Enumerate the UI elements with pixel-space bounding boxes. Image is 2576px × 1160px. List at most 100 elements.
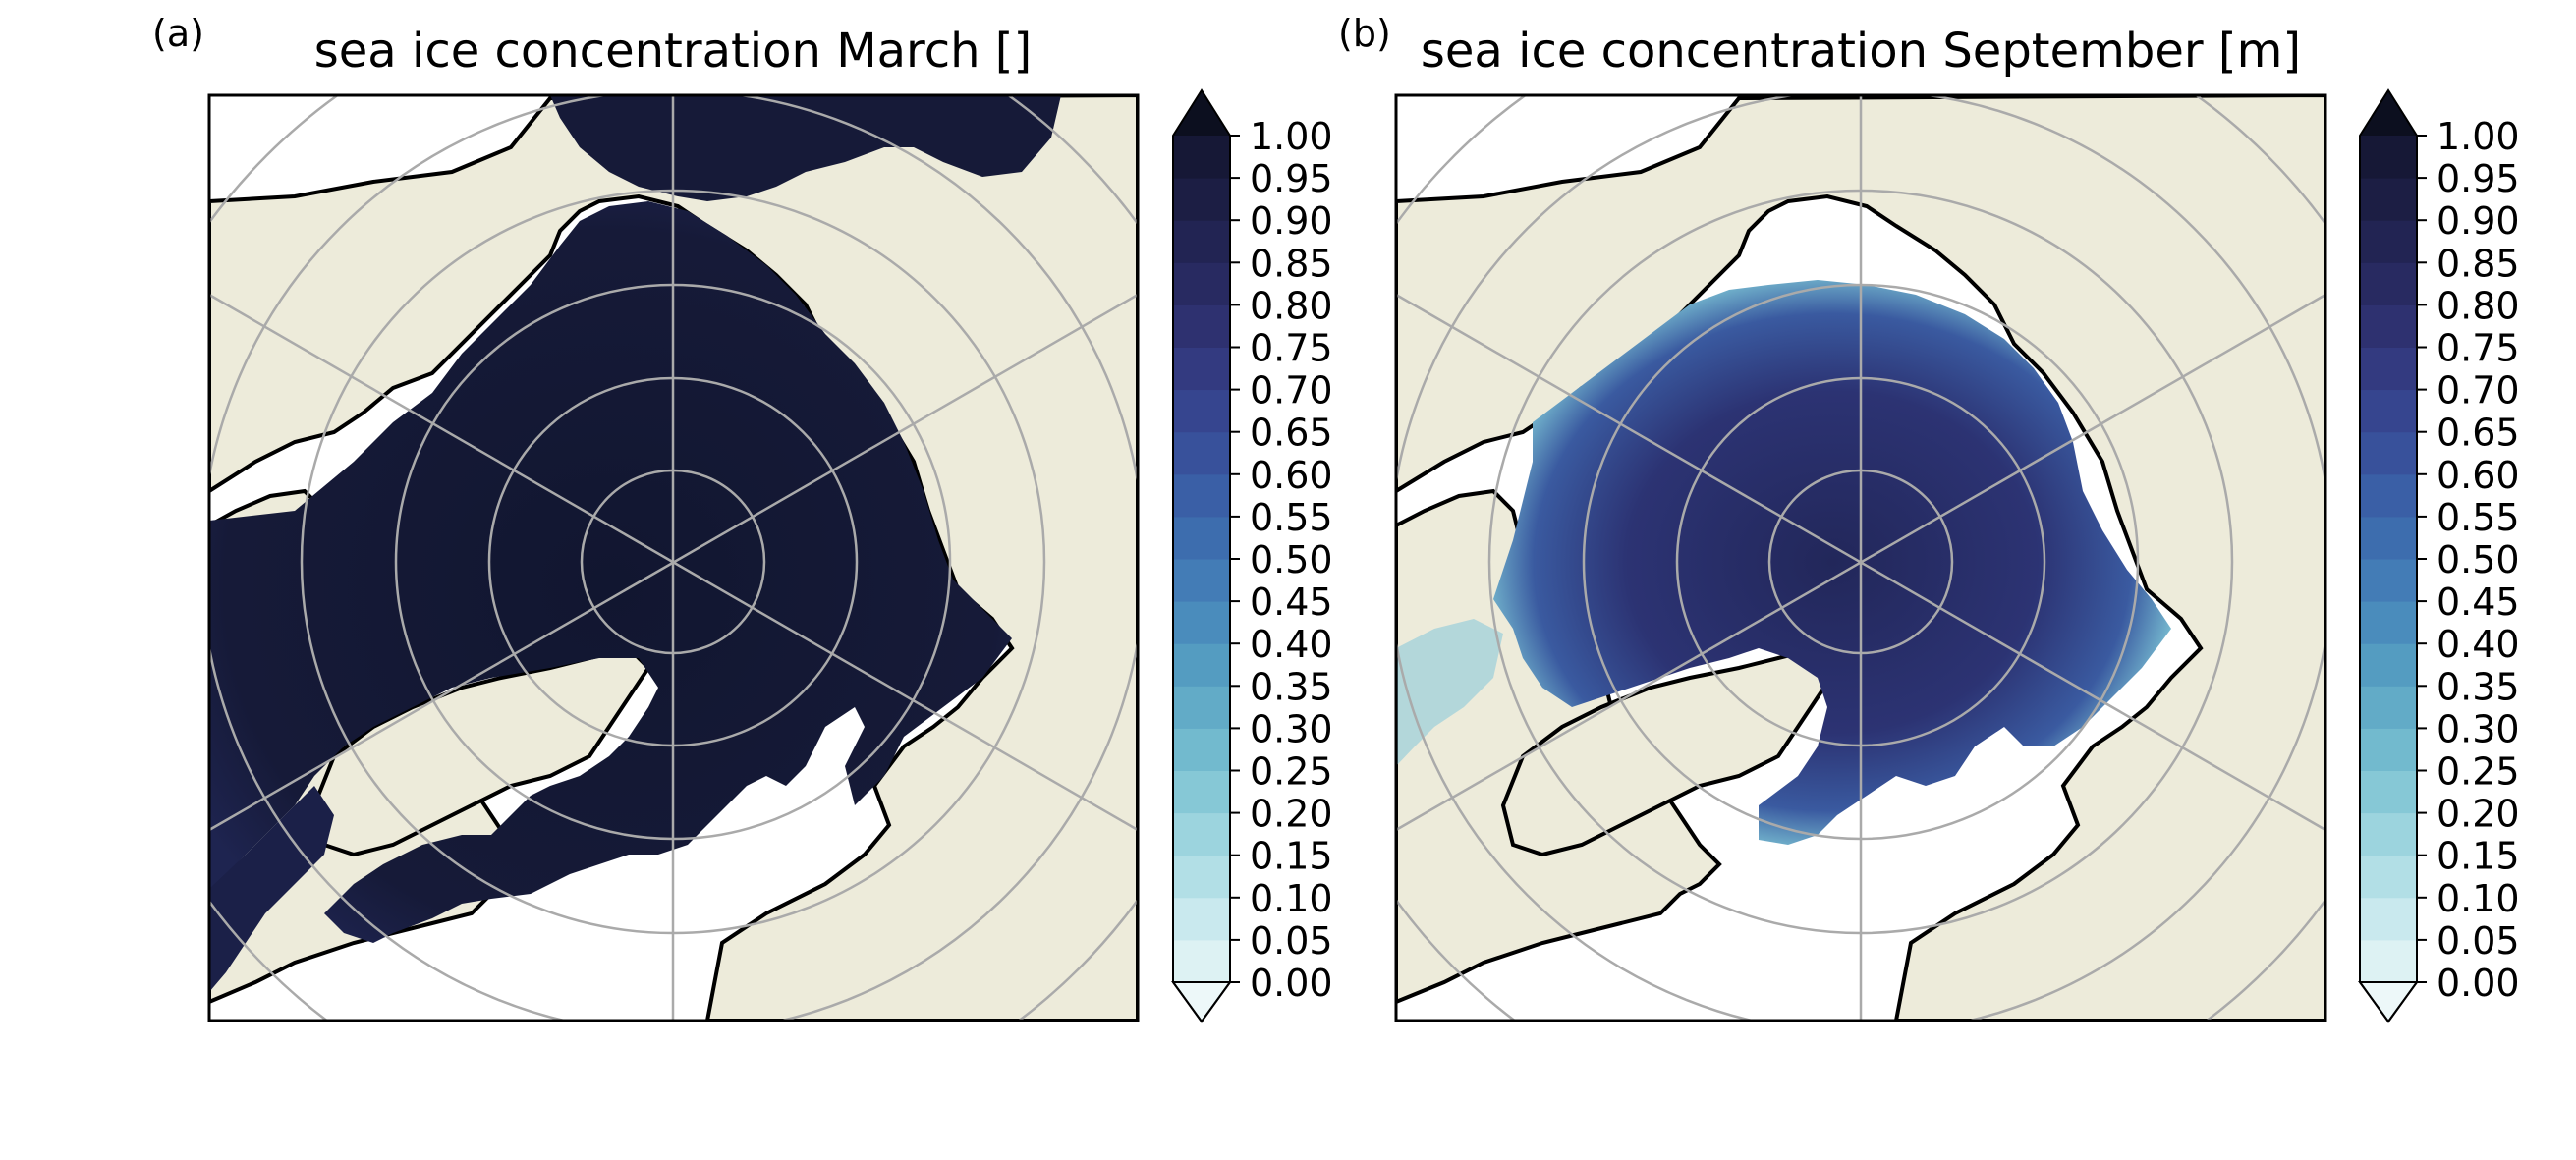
colorbar-tick-label: 0.35 — [1250, 665, 1333, 708]
colorbar-tick-label: 0.15 — [2436, 835, 2520, 878]
colorbar-tick-label: 0.35 — [2436, 665, 2520, 708]
colorbar-bin — [1173, 389, 1230, 433]
colorbar-bin — [1173, 347, 1230, 391]
colorbar-bin — [2360, 728, 2417, 771]
colorbar-tick-label: 0.60 — [2436, 454, 2520, 497]
colorbar-tick-label: 1.00 — [2436, 115, 2520, 158]
colorbar-tick-label: 0.50 — [1250, 538, 1333, 581]
colorbar-bin — [2360, 347, 2417, 391]
colorbar-tick-label: 0.30 — [1250, 707, 1333, 750]
colorbar-bin — [1173, 516, 1230, 560]
colorbar-bin — [2360, 389, 2417, 433]
panel-a-frame — [207, 93, 1140, 1022]
colorbar-bin — [2360, 559, 2417, 602]
colorbar-bin — [1173, 473, 1230, 518]
panel-b-sea-ice — [1493, 280, 2171, 845]
colorbar-tick-label: 0.45 — [2436, 580, 2520, 624]
panel-b-colorbar-bins — [2360, 136, 2417, 983]
colorbar-tick-label: 0.00 — [2436, 962, 2520, 1005]
colorbar-bin — [2360, 431, 2417, 475]
panel-a-title: sea ice concentration March [] — [314, 24, 1032, 79]
colorbar-tick-label: 0.15 — [1250, 835, 1333, 878]
panel-b-colorbar-ticks: 1.000.950.900.850.800.750.700.650.600.55… — [2417, 115, 2520, 1005]
colorbar-tick-label: 0.70 — [1250, 369, 1333, 413]
colorbar-tick-label: 0.10 — [1250, 877, 1333, 920]
colorbar-tick-label: 0.55 — [2436, 496, 2520, 539]
colorbar-bin — [2360, 516, 2417, 560]
panel-a-land-eurasia — [209, 95, 1138, 1021]
colorbar-tick-label: 0.90 — [2436, 199, 2520, 243]
colorbar-tick-label: 1.00 — [1250, 115, 1333, 158]
panel-b-title: sea ice concentration September [m] — [1421, 24, 2301, 79]
colorbar-bin — [1173, 643, 1230, 687]
panel-b-land-greenland — [1500, 645, 1840, 857]
colorbar-bin — [2360, 220, 2417, 263]
panel-b: (b) sea ice concentration September [m] — [1338, 12, 2520, 1023]
panel-a-map — [209, 95, 1138, 1021]
colorbar-tick-label: 0.60 — [1250, 454, 1333, 497]
panel-a-graticule — [209, 95, 1138, 1021]
colorbar-bin — [2360, 262, 2417, 305]
colorbar-tick-label: 0.80 — [2436, 284, 2520, 327]
colorbar-bin — [1173, 304, 1230, 348]
panel-b-colorbar-over-arrow — [2360, 90, 2417, 136]
colorbar-bin — [2360, 897, 2417, 941]
panel-b-graticule — [1396, 95, 2325, 1021]
colorbar-tick-label: 0.90 — [1250, 199, 1333, 243]
colorbar-bin — [1173, 686, 1230, 729]
panel-a-colorbar-bins — [1173, 136, 1230, 983]
panel-a-sea-ice — [209, 201, 1012, 943]
colorbar-bin — [2360, 812, 2417, 856]
colorbar-tick-label: 0.20 — [2436, 793, 2520, 836]
colorbar-tick-label: 0.55 — [1250, 496, 1333, 539]
panel-a-colorbar-over-arrow — [1173, 90, 1230, 136]
panel-b-sea-ice-fringe — [1396, 619, 1503, 766]
colorbar-tick-label: 0.25 — [2436, 750, 2520, 794]
panel-a-label: (a) — [152, 12, 204, 55]
panel-a-land-greenland — [311, 645, 651, 857]
panel-a: (a) sea ice concentration March [] — [152, 12, 1333, 1023]
colorbar-bin — [1173, 136, 1230, 179]
colorbar-tick-label: 0.70 — [2436, 369, 2520, 413]
colorbar-bin — [1173, 897, 1230, 941]
colorbar-bin — [1173, 728, 1230, 771]
colorbar-bin — [2360, 770, 2417, 814]
panel-b-frame — [1394, 93, 2327, 1022]
panel-b-colorbar: 1.000.950.900.850.800.750.700.650.600.55… — [2358, 88, 2520, 1023]
colorbar-bin — [1173, 178, 1230, 221]
colorbar-tick-label: 0.10 — [2436, 877, 2520, 920]
colorbar-tick-label: 0.85 — [1250, 242, 1333, 285]
colorbar-bin — [1173, 770, 1230, 814]
colorbar-tick-label: 0.80 — [1250, 284, 1333, 327]
colorbar-bin — [2360, 643, 2417, 687]
colorbar-bin — [1173, 855, 1230, 899]
panel-a-colorbar-ticks: 1.000.950.900.850.800.750.700.650.600.55… — [1230, 115, 1333, 1005]
colorbar-bin — [2360, 473, 2417, 518]
colorbar-bin — [2360, 939, 2417, 983]
colorbar-bin — [1173, 220, 1230, 263]
colorbar-tick-label: 0.00 — [1250, 962, 1333, 1005]
colorbar-tick-label: 0.20 — [1250, 793, 1333, 836]
panel-a-colorbar: 1.000.950.900.850.800.750.700.650.600.55… — [1171, 88, 1333, 1023]
panel-a-colorbar-under-arrow — [1171, 981, 1232, 1023]
colorbar-tick-label: 0.75 — [2436, 327, 2520, 370]
colorbar-tick-label: 0.65 — [1250, 412, 1333, 455]
colorbar-tick-label: 0.75 — [1250, 327, 1333, 370]
colorbar-tick-label: 0.85 — [2436, 242, 2520, 285]
colorbar-bin — [2360, 855, 2417, 899]
colorbar-bin — [1173, 939, 1230, 983]
colorbar-bin — [1173, 431, 1230, 475]
colorbar-bin — [1173, 812, 1230, 856]
colorbar-tick-label: 0.45 — [1250, 580, 1333, 624]
panel-b-map — [1396, 95, 2325, 1021]
colorbar-bin — [2360, 304, 2417, 348]
panel-b-label: (b) — [1338, 12, 1391, 55]
colorbar-bin — [2360, 178, 2417, 221]
colorbar-tick-label: 0.40 — [2436, 623, 2520, 666]
colorbar-bin — [2360, 136, 2417, 179]
colorbar-tick-label: 0.40 — [1250, 623, 1333, 666]
colorbar-bin — [1173, 601, 1230, 644]
colorbar-tick-label: 0.05 — [1250, 919, 1333, 963]
colorbar-tick-label: 0.95 — [2436, 157, 2520, 200]
